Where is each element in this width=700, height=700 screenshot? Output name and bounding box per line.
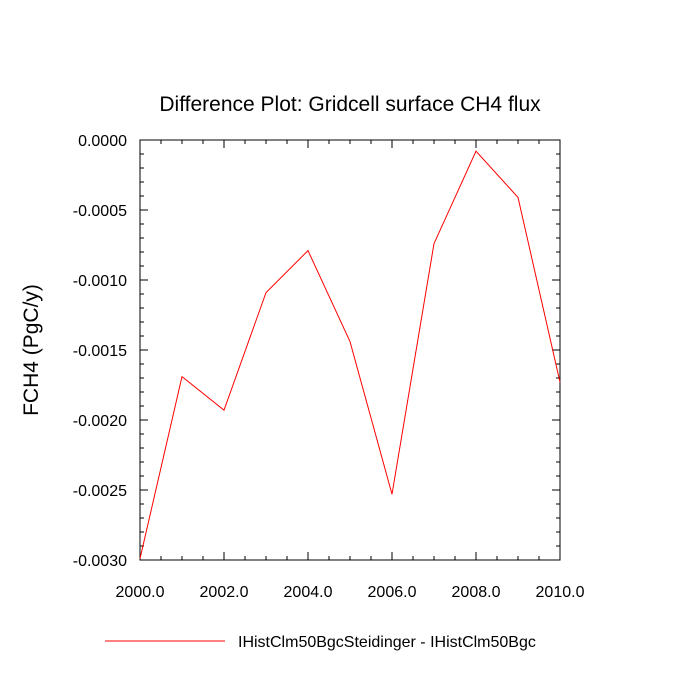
y-tick-label: 0.0000 xyxy=(78,133,127,150)
x-tick-label: 2004.0 xyxy=(284,584,333,601)
y-tick-label: -0.0010 xyxy=(73,273,127,290)
x-tick-label: 2008.0 xyxy=(452,584,501,601)
x-tick-label: 2000.0 xyxy=(116,584,165,601)
y-tick-label: -0.0025 xyxy=(73,483,127,500)
ticks xyxy=(139,139,561,561)
x-tick-label: 2002.0 xyxy=(200,584,249,601)
legend: IHistClm50BgcSteidinger - IHistClm50Bgc xyxy=(105,634,536,651)
x-tick-label: 2010.0 xyxy=(536,584,585,601)
y-axis-label: FCH4 (PgC/y) xyxy=(20,284,43,416)
chart-title: Difference Plot: Gridcell surface CH4 fl… xyxy=(159,93,541,116)
y-tick-label: -0.0020 xyxy=(73,413,127,430)
legend-label: IHistClm50BgcSteidinger - IHistClm50Bgc xyxy=(238,634,536,651)
plot-frame xyxy=(139,139,561,561)
y-tick-label: -0.0005 xyxy=(73,203,127,220)
x-tick-label: 2006.0 xyxy=(368,584,417,601)
y-tick-label: -0.0015 xyxy=(73,343,127,360)
y-tick-label: -0.0030 xyxy=(73,553,127,570)
series xyxy=(139,150,561,559)
series-line xyxy=(139,150,561,559)
tick-labels: 2000.0 2002.0 2004.0 2006.0 2008.0 2010.0 0.00… xyxy=(73,133,585,601)
